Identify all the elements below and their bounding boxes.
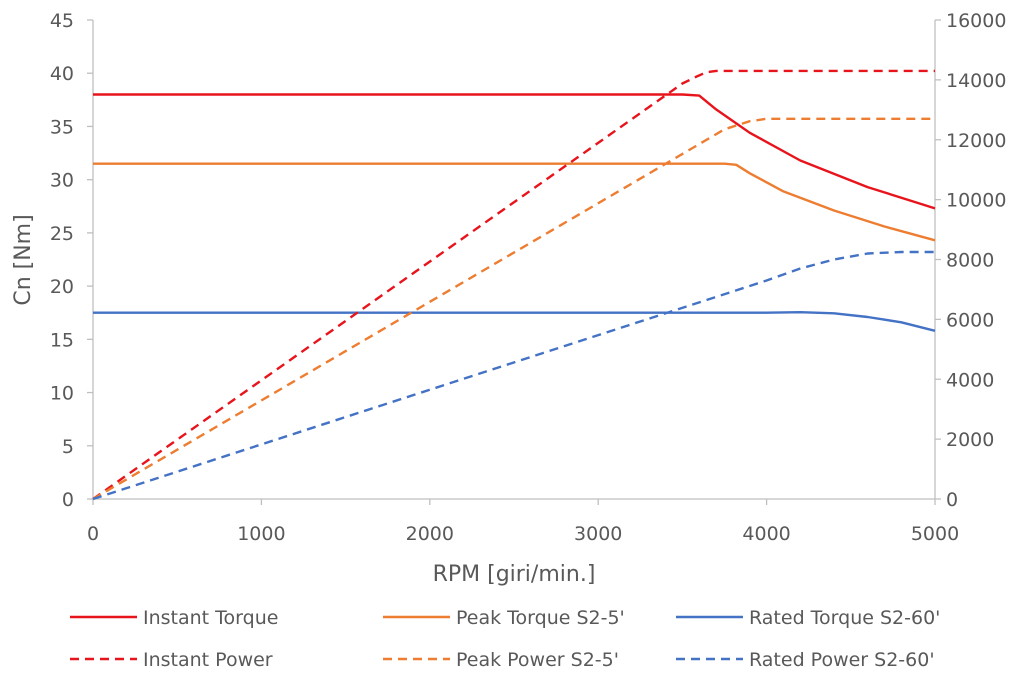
series-line-4 — [92, 69, 935, 500]
series-line-5 — [92, 117, 935, 501]
legend-label: Peak Power S2-5' — [456, 649, 619, 671]
series-layer — [92, 69, 936, 501]
series-line-3 — [93, 311, 936, 332]
y-tick-label: 5 — [62, 436, 74, 458]
y2-tick-label: 12000 — [946, 130, 1006, 152]
x-tick-label: 1000 — [237, 523, 285, 545]
axes: 0510152025303540450200040006000800010000… — [50, 10, 1007, 545]
x-axis-title: RPM [giri/min.] — [433, 562, 596, 587]
y2-tick-label: 10000 — [946, 190, 1006, 212]
y-axis-title: Cn [Nm] — [11, 214, 36, 305]
series-line-1 — [93, 93, 936, 210]
y2-tick-label: 8000 — [946, 250, 994, 272]
y-tick-label: 20 — [50, 276, 74, 298]
legend-label: Instant Power — [143, 649, 273, 671]
y-tick-label: 30 — [50, 170, 74, 192]
x-tick-label: 4000 — [742, 523, 790, 545]
y2-tick-label: 2000 — [946, 429, 994, 451]
y2-tick-label: 14000 — [946, 70, 1006, 92]
y-tick-label: 10 — [50, 383, 74, 405]
y-tick-label: 15 — [50, 329, 74, 351]
y-tick-label: 40 — [50, 63, 74, 85]
y-tick-label: 25 — [50, 223, 74, 245]
legend-label: Peak Torque S2-5' — [456, 607, 625, 629]
legend: Instant Torque Peak Torque S2-5' Rated Tor… — [70, 607, 940, 671]
x-tick-label: 0 — [87, 523, 99, 545]
x-tick-label: 3000 — [574, 523, 622, 545]
y2-tick-label: 6000 — [946, 309, 994, 331]
y-tick-label: 0 — [62, 489, 74, 511]
legend-label: Rated Torque S2-60' — [749, 607, 940, 629]
y2-tick-label: 4000 — [946, 369, 994, 391]
y-tick-label: 45 — [50, 10, 74, 32]
x-tick-label: 5000 — [911, 523, 959, 545]
y2-tick-label: 16000 — [946, 10, 1006, 32]
series-line-6 — [92, 250, 935, 501]
legend-label: Rated Power S2-60' — [749, 649, 935, 671]
y2-tick-label: 0 — [946, 489, 958, 511]
series-line-2 — [93, 162, 936, 242]
legend-label: Instant Torque — [143, 607, 278, 629]
y-tick-label: 35 — [50, 116, 74, 138]
x-tick-label: 2000 — [406, 523, 454, 545]
